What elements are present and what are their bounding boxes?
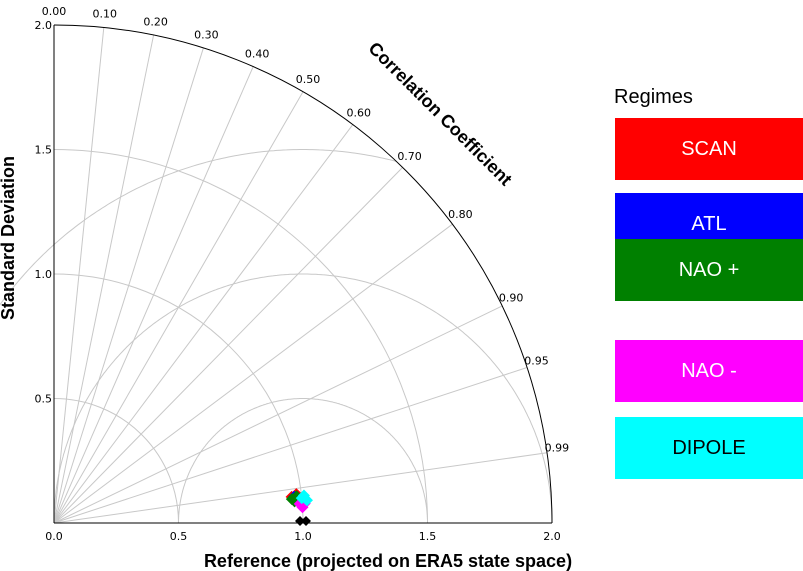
legend-item-dipole: DIPOLE [615, 417, 803, 479]
y-tick-label: 1.0 [35, 268, 53, 281]
legend-item-label: SCAN [681, 137, 737, 160]
correlation-tick-label: 0.80 [448, 208, 473, 221]
y-tick-label: 0.5 [35, 393, 53, 406]
correlation-tick-label: 0.30 [194, 28, 219, 41]
outer-arc [53, 24, 553, 524]
correlation-tick-label: 0.70 [397, 150, 422, 163]
x-tick-label: 1.5 [419, 530, 437, 543]
legend-item-label: ATL [691, 212, 727, 235]
std-gridline [53, 398, 179, 524]
reference-marker [295, 516, 305, 526]
x-axis-label: Reference (projected on ERA5 state space… [204, 551, 572, 571]
legend-title: Regimes [614, 86, 693, 108]
std-gridline [53, 149, 428, 524]
y-tick-label: 1.5 [35, 144, 53, 157]
legend-item-label: NAO + [678, 258, 740, 281]
correlation-tick-label: 0.95 [524, 354, 549, 367]
y-tick-label: 2.0 [35, 19, 53, 32]
x-tick-label: 2.0 [543, 530, 561, 543]
y-axis-label: Standard Deviation [0, 156, 18, 320]
legend-item-nao-: NAO + [615, 239, 803, 301]
reference-marker [301, 516, 311, 526]
rms-contour [53, 273, 553, 523]
std-gridline [53, 273, 304, 524]
correlation-arc-label: Correlation Coefficient [365, 38, 516, 189]
correlation-tick-label: 0.40 [245, 47, 270, 60]
correlation-tick-label: 0.00 [42, 5, 67, 18]
rms-contour [0, 149, 397, 306]
x-tick-label: 0.5 [170, 530, 188, 543]
correlation-tick-label: 0.20 [143, 15, 168, 28]
legend-item-label: NAO - [681, 359, 737, 382]
correlation-tick-label: 0.10 [93, 8, 118, 21]
correlation-tick-label: 0.60 [347, 107, 372, 120]
rms-contour [178, 398, 428, 523]
taylor-diagram: 0.0 0.50.51.01.01.51.52.02.00.00 0.100.200… [0, 5, 572, 571]
correlation-tick-label: 0.90 [499, 292, 524, 305]
correlation-tick-label: 0.50 [296, 73, 321, 86]
legend-item-nao-: NAO - [615, 340, 803, 402]
x-tick-label: 0.0 [45, 530, 63, 543]
data-point-dipole [297, 489, 310, 502]
correlation-tick-label: 0.99 [545, 441, 570, 454]
legend-item-label: DIPOLE [672, 436, 746, 459]
x-tick-label: 1.0 [294, 530, 312, 543]
legend-item-scan: SCAN [615, 118, 803, 180]
